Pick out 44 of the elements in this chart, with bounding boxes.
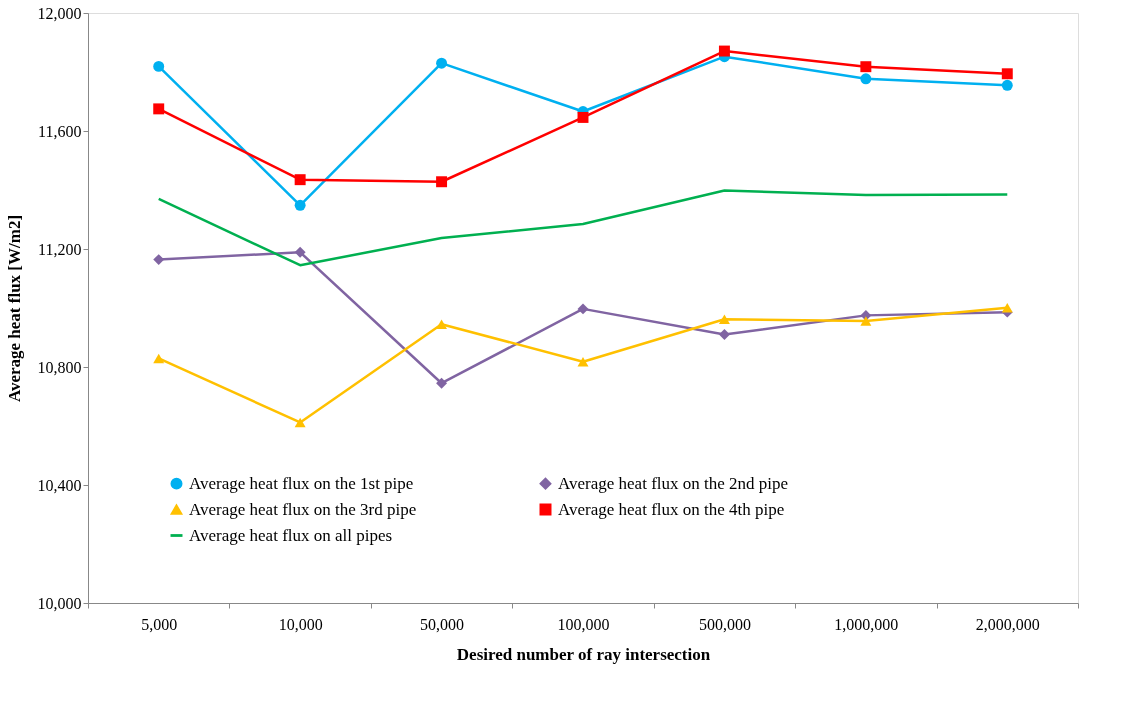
- point: [718, 45, 730, 57]
- point: [436, 319, 448, 329]
- y-axis-title: Average heat flux [W/m2]: [4, 214, 24, 403]
- x-tick-label: 10,000: [278, 615, 323, 633]
- x-axis-title: Desired number of ray intersection: [456, 644, 711, 664]
- x-tick-label: 1,000,000: [834, 615, 899, 633]
- y-tick-label: 10,400: [37, 476, 82, 494]
- point: [436, 176, 448, 188]
- point: [1001, 68, 1013, 80]
- point: [294, 174, 306, 186]
- x-tick-label: 100,000: [557, 615, 610, 633]
- point: [577, 111, 589, 123]
- y-tick-label: 11,600: [38, 122, 82, 140]
- point: [436, 377, 448, 389]
- x-tick-label: 2,000,000: [975, 615, 1040, 633]
- point: [1001, 79, 1013, 91]
- point: [718, 329, 730, 341]
- line-series: [157, 189, 1009, 267]
- y-tick-label: 10,800: [37, 358, 82, 376]
- point: [294, 199, 306, 211]
- legend-label: Average heat flux on the 2nd pipe: [558, 473, 789, 493]
- x-tick-label: 500,000: [698, 615, 751, 633]
- point: [860, 61, 872, 73]
- point: [577, 303, 589, 315]
- point: [153, 254, 165, 266]
- legend-label: Average heat flux on the 1st pipe: [189, 473, 414, 493]
- point: [1001, 302, 1013, 313]
- y-tick-label: 12,000: [37, 4, 82, 22]
- point: [153, 103, 165, 115]
- point: [860, 316, 872, 326]
- y-tick-label: 10,000: [37, 594, 82, 612]
- point: [860, 73, 872, 85]
- point: [718, 314, 730, 324]
- x-tick-label: 50,000: [420, 615, 465, 633]
- legend-label: Average heat flux on all pipes: [189, 525, 393, 545]
- x-tick-label: 5,000: [141, 615, 178, 633]
- point: [294, 417, 306, 428]
- y-tick-label: 11,200: [38, 240, 82, 258]
- point: [153, 353, 165, 364]
- point: [153, 60, 165, 72]
- point: [436, 57, 448, 69]
- legend-label: Average heat flux on the 4th pipe: [558, 499, 785, 519]
- legend-label: Average heat flux on the 3rd pipe: [189, 499, 417, 519]
- point: [294, 246, 306, 258]
